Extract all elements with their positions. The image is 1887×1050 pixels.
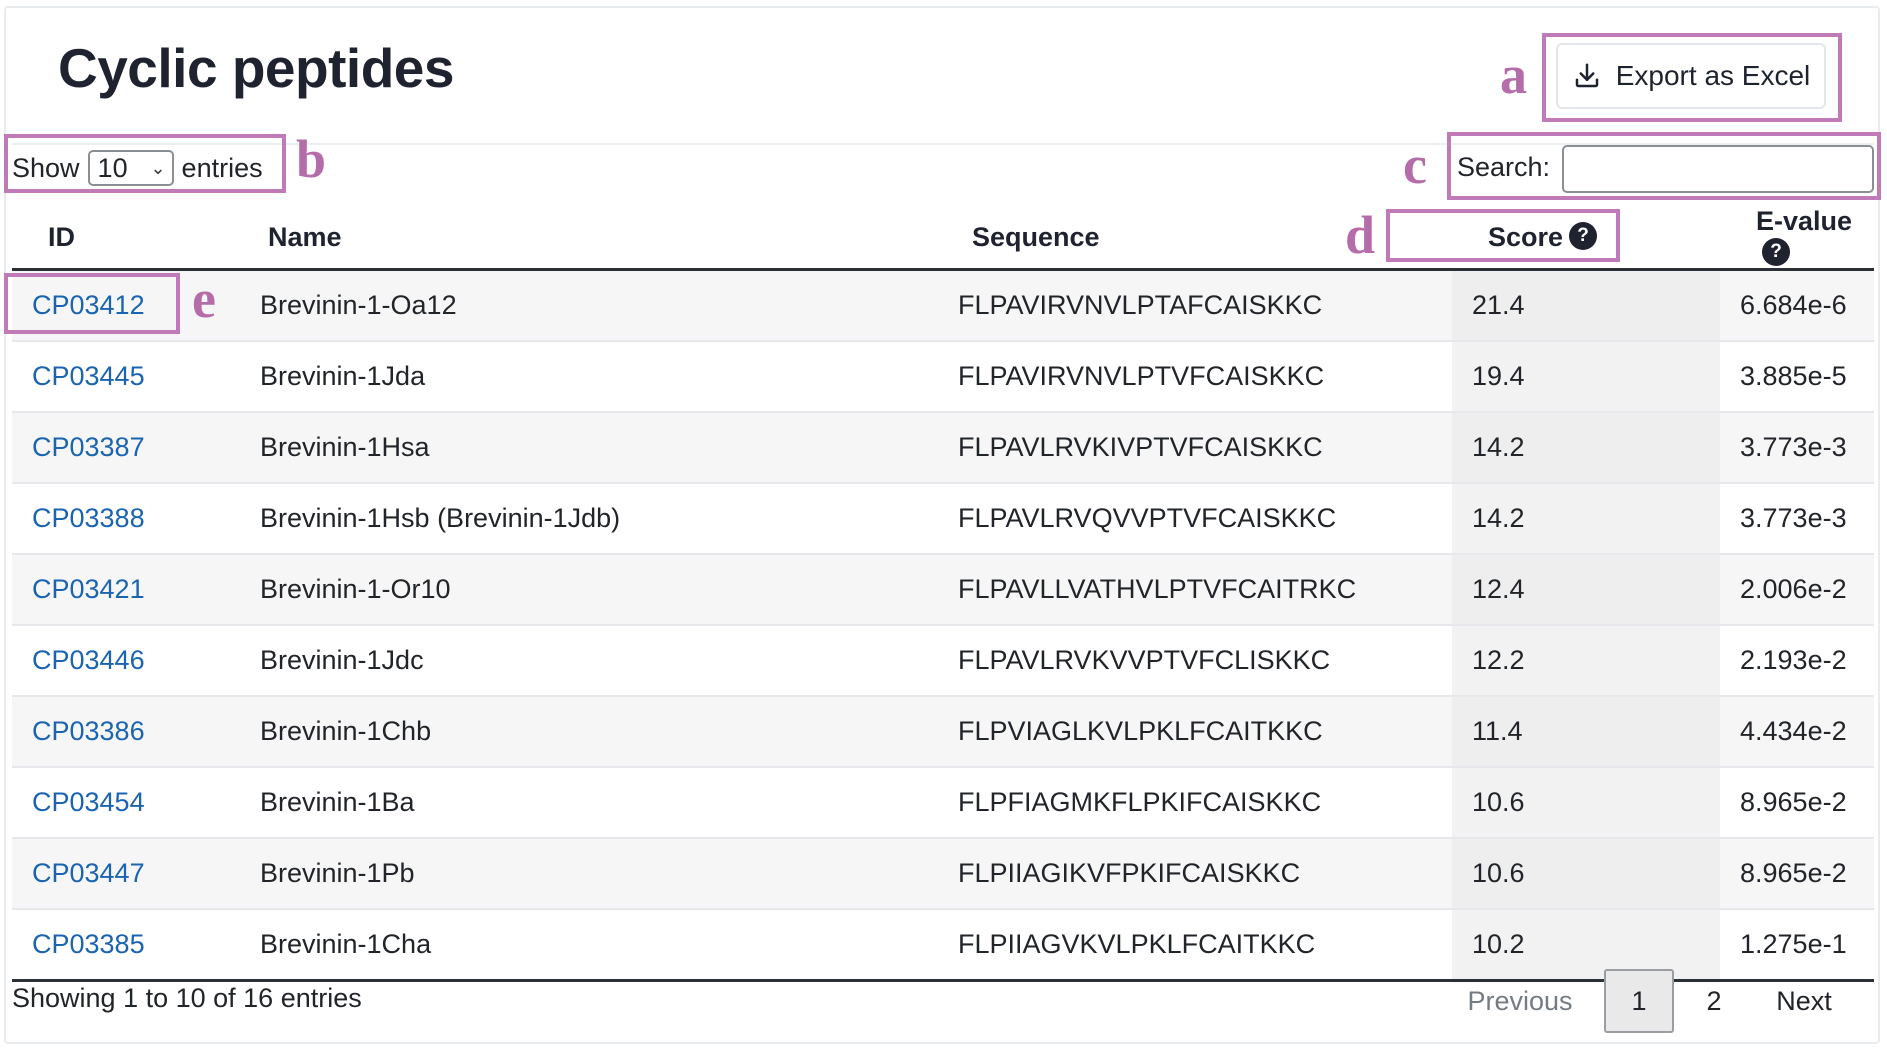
peptide-evalue: 3.885e-5 <box>1720 341 1874 413</box>
peptide-id-link[interactable]: CP03385 <box>32 929 145 959</box>
table-row: CP03387 Brevinin-1Hsa FLPAVLRVKIVPTVFCAI… <box>12 412 1874 484</box>
callout-label-e: e <box>192 269 216 329</box>
export-excel-label: Export as Excel <box>1615 60 1811 91</box>
header-divider <box>12 143 1874 145</box>
peptide-sequence: FLPFIAGMKFLPKIFCAISKKC <box>958 767 1452 839</box>
table-info: Showing 1 to 10 of 16 entries <box>12 983 362 1013</box>
peptide-evalue: 3.773e-3 <box>1720 412 1874 484</box>
table-row: CP03421 Brevinin-1-Or10 FLPAVLLVATHVLPTV… <box>12 554 1874 626</box>
peptide-evalue: 8.965e-2 <box>1720 838 1874 910</box>
table-row: CP03386 Brevinin-1Chb FLPVIAGLKVLPKLFCAI… <box>12 696 1874 768</box>
page-button-2[interactable]: 2 <box>1706 985 1722 1016</box>
search-label: Search: <box>1457 152 1551 182</box>
peptide-score: 19.4 <box>1452 341 1720 413</box>
table-row: CP03445 Brevinin-1Jda FLPAVIRVNVLPTVFCAI… <box>12 341 1874 413</box>
table-row: CP03454 Brevinin-1Ba FLPFIAGMKFLPKIFCAIS… <box>12 767 1874 839</box>
peptide-score: 14.2 <box>1452 412 1720 484</box>
pagination: Previous 1 2 Next <box>1450 968 1854 1034</box>
table-header-row: ID Name Sequence Score? E-value? <box>12 206 1874 271</box>
peptide-name: Brevinin-1Jdc <box>260 625 958 697</box>
next-page-button[interactable]: Next <box>1776 985 1832 1016</box>
column-header-id[interactable]: ID <box>12 206 260 271</box>
download-icon <box>1575 63 1598 88</box>
callout-label-d: d <box>1345 205 1376 265</box>
peptide-score: 14.2 <box>1452 483 1720 555</box>
peptide-id-link[interactable]: CP03388 <box>32 503 145 533</box>
peptide-score: 21.4 <box>1452 269 1720 342</box>
peptide-name: Brevinin-1Ba <box>260 767 958 839</box>
peptide-name: Brevinin-1Jda <box>260 341 958 413</box>
peptide-evalue: 1.275e-1 <box>1720 909 1874 982</box>
peptide-name: Brevinin-1Hsa <box>260 412 958 484</box>
column-header-evalue[interactable]: E-value? <box>1720 206 1874 271</box>
peptide-sequence: FLPAVLLVATHVLPTVFCAITRKC <box>958 554 1452 626</box>
peptide-name: Brevinin-1Chb <box>260 696 958 768</box>
table-row: CP03446 Brevinin-1Jdc FLPAVLRVKVVPTVFCLI… <box>12 625 1874 697</box>
show-label: Show <box>12 152 80 183</box>
peptide-id-link[interactable]: CP03454 <box>32 787 145 817</box>
peptide-sequence: FLPIIAGIKVFPKIFCAISKKC <box>958 838 1452 910</box>
previous-page-button[interactable]: Previous <box>1467 985 1573 1016</box>
table-row: CP03388 Brevinin-1Hsb (Brevinin-1Jdb) FL… <box>12 483 1874 555</box>
peptide-sequence: FLPVIAGLKVLPKLFCAITKKC <box>958 696 1452 768</box>
peptide-name: Brevinin-1-Or10 <box>260 554 958 626</box>
peptide-evalue: 2.193e-2 <box>1720 625 1874 697</box>
table-row: CP03412 Brevinin-1-Oa12 FLPAVIRVNVLPTAFC… <box>12 269 1874 342</box>
peptide-id-link[interactable]: CP03387 <box>32 432 145 462</box>
peptide-score: 10.6 <box>1452 767 1720 839</box>
peptide-evalue: 3.773e-3 <box>1720 483 1874 555</box>
peptide-sequence: FLPAVLRVKVVPTVFCLISKKC <box>958 625 1452 697</box>
peptide-name: Brevinin-1Cha <box>260 909 958 982</box>
peptide-evalue: 4.434e-2 <box>1720 696 1874 768</box>
peptide-id-link[interactable]: CP03421 <box>32 574 145 604</box>
table-row: CP03385 Brevinin-1Cha FLPIIAGVKVLPKLFCAI… <box>12 909 1874 982</box>
callout-label-a: a <box>1500 45 1527 105</box>
page-button-1[interactable]: 1 <box>1604 969 1674 1033</box>
peptide-score: 10.6 <box>1452 838 1720 910</box>
entries-length-control: Show 10 ⌄ entries <box>12 146 263 190</box>
peptide-id-link[interactable]: CP03386 <box>32 716 145 746</box>
callout-label-b: b <box>296 129 327 189</box>
peptide-score: 10.2 <box>1452 909 1720 982</box>
search-input[interactable] <box>1562 145 1874 193</box>
column-header-sequence[interactable]: Sequence <box>958 206 1452 271</box>
entries-label: entries <box>181 152 263 183</box>
peptide-evalue: 6.684e-6 <box>1720 269 1874 342</box>
callout-label-c: c <box>1403 135 1427 195</box>
export-excel-button[interactable]: Export as Excel <box>1556 43 1826 109</box>
peptide-sequence: FLPAVIRVNVLPTVFCAISKKC <box>958 341 1452 413</box>
peptide-sequence: FLPAVIRVNVLPTAFCAISKKC <box>958 269 1452 342</box>
help-icon[interactable]: ? <box>1762 237 1790 266</box>
peptide-id-link[interactable]: CP03445 <box>32 361 145 391</box>
peptide-name: Brevinin-1Hsb (Brevinin-1Jdb) <box>260 483 958 555</box>
peptide-id-link[interactable]: CP03412 <box>32 290 145 320</box>
chevron-down-icon: ⌄ <box>150 157 166 178</box>
peptide-score: 12.2 <box>1452 625 1720 697</box>
peptides-table: ID Name Sequence Score? E-value? CP03412… <box>12 206 1874 982</box>
peptide-score: 12.4 <box>1452 554 1720 626</box>
peptide-id-link[interactable]: CP03447 <box>32 858 145 888</box>
peptide-evalue: 2.006e-2 <box>1720 554 1874 626</box>
entries-per-page-select[interactable]: 10 ⌄ <box>87 150 174 186</box>
peptide-score: 11.4 <box>1452 696 1720 768</box>
peptide-name: Brevinin-1-Oa12 <box>260 269 958 342</box>
peptide-sequence: FLPAVLRVQVVPTVFCAISKKC <box>958 483 1452 555</box>
help-icon[interactable]: ? <box>1569 222 1598 251</box>
entries-per-page-value: 10 <box>97 152 128 183</box>
peptide-sequence: FLPAVLRVKIVPTVFCAISKKC <box>958 412 1452 484</box>
peptide-id-link[interactable]: CP03446 <box>32 645 145 675</box>
column-header-score[interactable]: Score? <box>1452 206 1720 271</box>
peptide-sequence: FLPIIAGVKVLPKLFCAITKKC <box>958 909 1452 982</box>
peptide-name: Brevinin-1Pb <box>260 838 958 910</box>
page-title: Cyclic peptides <box>58 37 454 99</box>
column-header-name[interactable]: Name <box>260 206 958 271</box>
table-row: CP03447 Brevinin-1Pb FLPIIAGIKVFPKIFCAIS… <box>12 838 1874 910</box>
peptide-evalue: 8.965e-2 <box>1720 767 1874 839</box>
